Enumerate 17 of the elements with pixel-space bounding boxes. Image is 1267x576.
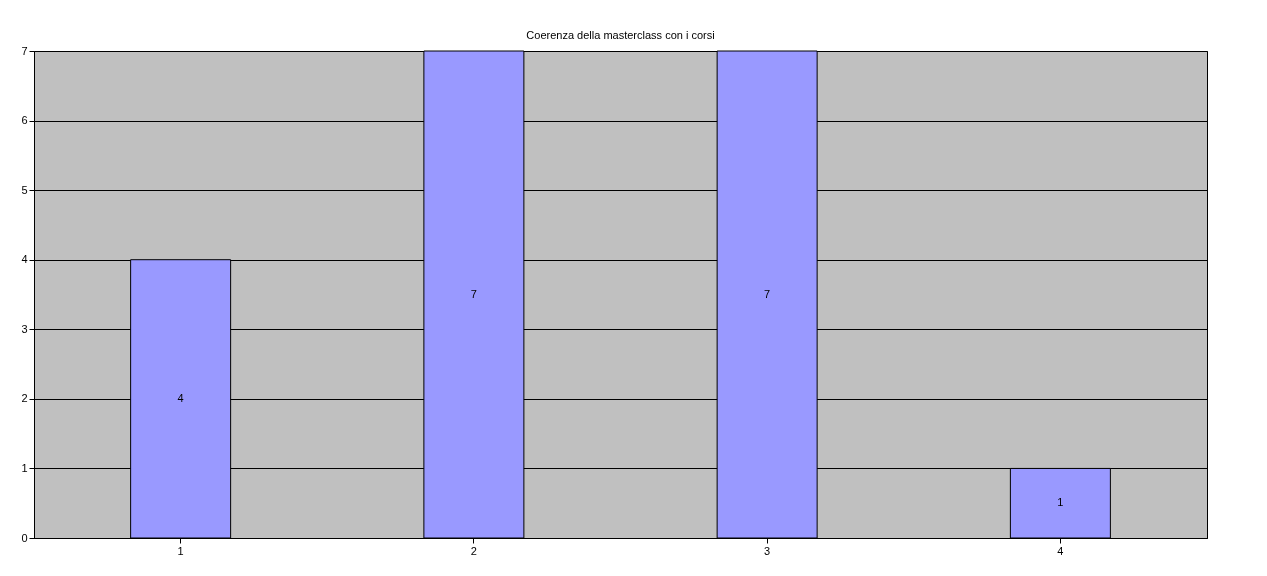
y-tick-label: 3 xyxy=(21,322,28,335)
data-label: 1 xyxy=(1057,496,1064,509)
x-tick-label: 1 xyxy=(177,544,184,557)
y-tick-label: 7 xyxy=(21,44,28,57)
y-tick-label: 1 xyxy=(21,461,28,474)
x-tick-label: 3 xyxy=(764,544,771,557)
y-tick-label: 0 xyxy=(21,531,28,544)
x-tick-label: 2 xyxy=(470,544,477,557)
data-label: 7 xyxy=(470,287,477,300)
data-label: 7 xyxy=(764,287,771,300)
y-tick-label: 2 xyxy=(21,392,28,405)
data-label: 4 xyxy=(177,391,184,404)
x-tick-label: 4 xyxy=(1057,544,1064,557)
y-tick-label: 4 xyxy=(21,253,28,266)
chart-title: Coerenza della masterclass con i corsi xyxy=(526,29,715,41)
y-tick-label: 5 xyxy=(21,183,28,196)
y-tick-label: 6 xyxy=(21,114,28,127)
